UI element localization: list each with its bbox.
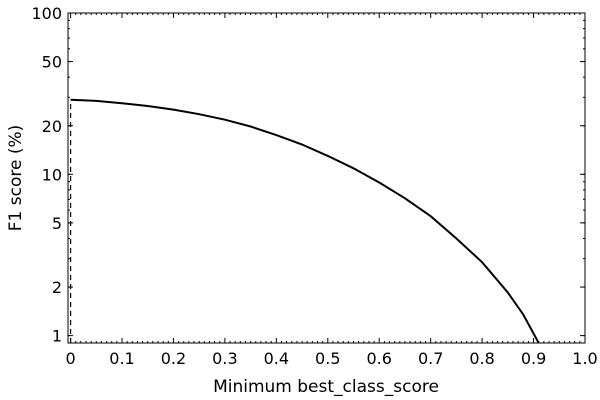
- x-tick-label: 0.5: [315, 349, 340, 368]
- f1-score-line: [70, 98, 540, 344]
- plot-area: [67, 12, 586, 344]
- y-tick-label: 2: [52, 278, 62, 297]
- y-tick-label: 20: [42, 117, 62, 136]
- y-tick-label: 10: [42, 165, 62, 184]
- x-tick-label: 0.6: [367, 349, 392, 368]
- x-tick-label: 0.1: [109, 349, 134, 368]
- y-tick-label: 1: [52, 327, 62, 346]
- x-tick-label: 0.3: [212, 349, 237, 368]
- x-tick-label: 0.8: [469, 349, 494, 368]
- y-axis-label: F1 score (%): [6, 125, 26, 232]
- x-tick-label: 0.7: [418, 349, 443, 368]
- x-tick-label: 0.4: [264, 349, 289, 368]
- x-tick-label: 0: [65, 349, 75, 368]
- y-axis-ticks: 1 2 5 10 20 50 100: [31, 4, 585, 346]
- x-axis-ticks: 0 0.1 0.2 0.3 0.4 0.5 0.6 0.7 0.8 0.9 1.0: [65, 13, 598, 368]
- x-axis-label: Minimum best_class_score: [213, 377, 439, 397]
- series-layer: [70, 98, 540, 344]
- y-tick-label: 100: [31, 4, 62, 23]
- x-tick-label: 0.2: [161, 349, 186, 368]
- x-tick-label: 1.0: [572, 349, 597, 368]
- x-tick-label: 0.9: [521, 349, 546, 368]
- y-tick-label: 50: [42, 53, 62, 72]
- y-tick-label: 5: [52, 214, 62, 233]
